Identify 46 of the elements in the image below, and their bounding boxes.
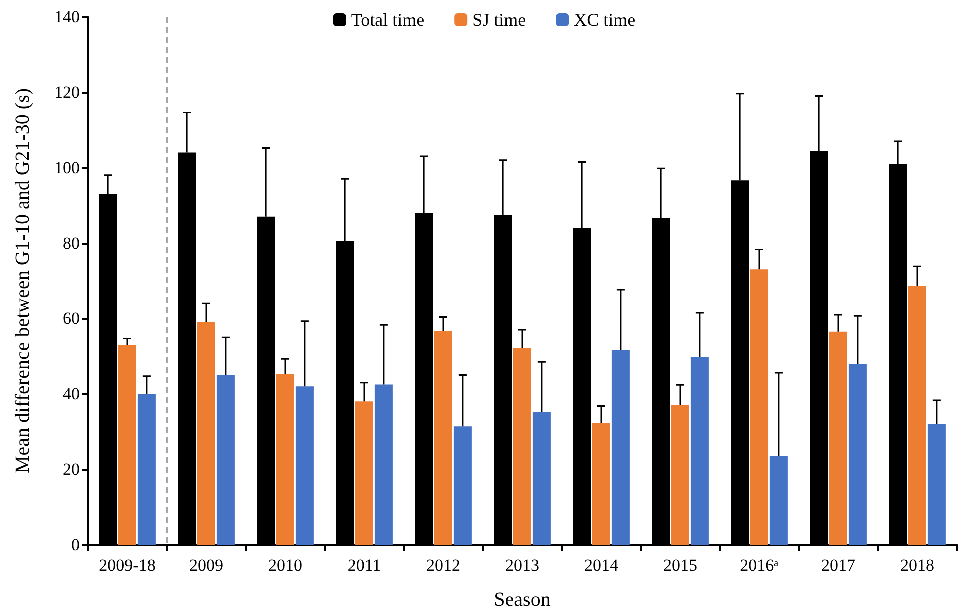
bar bbox=[454, 426, 472, 545]
bar bbox=[612, 350, 630, 545]
bar bbox=[750, 270, 768, 545]
bar bbox=[434, 331, 452, 545]
bar bbox=[532, 412, 551, 545]
legend-label: SJ time bbox=[472, 10, 526, 30]
bar bbox=[928, 424, 946, 545]
x-tick-label: 2013 bbox=[506, 556, 540, 575]
bar bbox=[770, 456, 788, 545]
y-tick-label: 0 bbox=[72, 536, 80, 554]
x-tick-label: 2009-18 bbox=[99, 556, 156, 575]
y-tick-label: 120 bbox=[54, 82, 80, 102]
bar bbox=[356, 402, 374, 545]
x-tick-label: 2018 bbox=[900, 556, 934, 575]
bar bbox=[216, 375, 235, 545]
bar bbox=[672, 405, 690, 545]
x-tick-label: 2012 bbox=[426, 556, 460, 575]
bar bbox=[830, 332, 848, 545]
bar bbox=[374, 384, 393, 545]
bar bbox=[908, 286, 926, 545]
legend-label: Total time bbox=[351, 10, 425, 30]
x-tick-label: 2016ᵃ bbox=[740, 556, 780, 575]
bar bbox=[690, 358, 709, 545]
bar bbox=[296, 386, 314, 545]
y-tick-label: 80 bbox=[63, 234, 80, 253]
bar bbox=[848, 364, 867, 545]
y-tick-label: 60 bbox=[63, 309, 80, 328]
bar bbox=[514, 348, 532, 545]
bar bbox=[592, 424, 610, 545]
x-tick-label: 2010 bbox=[268, 556, 302, 575]
y-tick-label: 140 bbox=[54, 8, 80, 26]
bar bbox=[118, 345, 136, 545]
x-tick-label: 2011 bbox=[348, 556, 382, 575]
y-axis-title: Mean difference between G1-10 and G21-30 (s) bbox=[12, 88, 34, 474]
x-tick-label: 2015 bbox=[664, 556, 698, 575]
x-axis-title: Season bbox=[494, 589, 551, 611]
bar bbox=[138, 394, 156, 545]
x-tick-label: 2009 bbox=[190, 556, 224, 575]
y-tick-label: 100 bbox=[54, 158, 80, 178]
bar bbox=[198, 322, 216, 545]
y-tick-label: 20 bbox=[63, 460, 80, 480]
y-tick-label: 40 bbox=[63, 384, 80, 404]
x-tick-label: 2017 bbox=[822, 556, 856, 575]
bar bbox=[276, 374, 294, 545]
legend-label: XC time bbox=[574, 10, 636, 30]
x-tick-label: 2014 bbox=[584, 556, 619, 575]
